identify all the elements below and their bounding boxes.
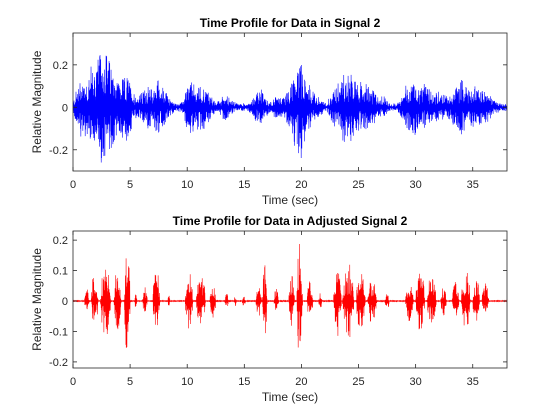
bottom-x-tick-label: 5 bbox=[127, 376, 133, 388]
bottom-x-tick-label: 20 bbox=[295, 376, 307, 388]
top-x-tick-label: 15 bbox=[238, 179, 250, 191]
top-x-tick-label: 10 bbox=[181, 179, 193, 191]
bottom-x-axis-label: Time (sec) bbox=[262, 390, 318, 404]
bottom-x-tick-label: 15 bbox=[238, 376, 250, 388]
top-x-tick-label: 25 bbox=[352, 179, 364, 191]
bottom-chart-title: Time Profile for Data in Adjusted Signal… bbox=[173, 214, 408, 228]
bottom-x-tick-label: 10 bbox=[181, 376, 193, 388]
top-x-tick-label: 35 bbox=[467, 179, 479, 191]
bottom-y-tick-label: 0.2 bbox=[53, 235, 68, 247]
top-x-tick-label: 30 bbox=[410, 179, 422, 191]
top-signal-trace bbox=[73, 55, 507, 163]
bottom-signal-line bbox=[73, 243, 507, 349]
top-signal-line bbox=[73, 55, 507, 163]
top-y-tick-label: 0 bbox=[62, 102, 68, 114]
top-x-tick-label: 0 bbox=[70, 179, 76, 191]
top-y-tick-label: -0.2 bbox=[49, 145, 68, 157]
bottom-signal-trace bbox=[73, 243, 507, 349]
bottom-subplot: 0 5 10 15 20 25 30 35 -0.2 -0.1 0 0.1 0.2 Time Profi… bbox=[30, 214, 508, 404]
top-ticks: 0 5 10 15 20 25 30 35 -0.2 0 0.2 bbox=[49, 33, 507, 191]
bottom-x-tick-label: 0 bbox=[70, 376, 76, 388]
top-y-tick-label: 0.2 bbox=[53, 60, 68, 72]
top-chart-title: Time Profile for Data in Signal 2 bbox=[200, 16, 381, 30]
bottom-y-tick-label: -0.1 bbox=[49, 326, 68, 338]
bottom-x-tick-label: 25 bbox=[352, 376, 364, 388]
top-x-axis-label: Time (sec) bbox=[262, 193, 318, 207]
bottom-y-tick-label: 0.1 bbox=[53, 266, 68, 278]
bottom-y-tick-label: 0 bbox=[62, 296, 68, 308]
bottom-y-axis-label: Relative Magnitude bbox=[30, 248, 44, 351]
top-x-tick-label: 5 bbox=[127, 179, 133, 191]
bottom-axes-box bbox=[72, 230, 508, 369]
bottom-y-tick-label: -0.2 bbox=[49, 357, 68, 369]
bottom-ticks: 0 5 10 15 20 25 30 35 -0.2 -0.1 0 0.1 0.2 bbox=[49, 231, 507, 388]
top-subplot: 0 5 10 15 20 25 30 35 -0.2 0 0.2 Time Profile for … bbox=[30, 16, 508, 207]
bottom-x-tick-label: 30 bbox=[410, 376, 422, 388]
top-axes-box bbox=[72, 32, 508, 172]
top-y-axis-label: Relative Magnitude bbox=[30, 50, 44, 153]
top-x-tick-label: 20 bbox=[295, 179, 307, 191]
bottom-x-tick-label: 35 bbox=[467, 376, 479, 388]
